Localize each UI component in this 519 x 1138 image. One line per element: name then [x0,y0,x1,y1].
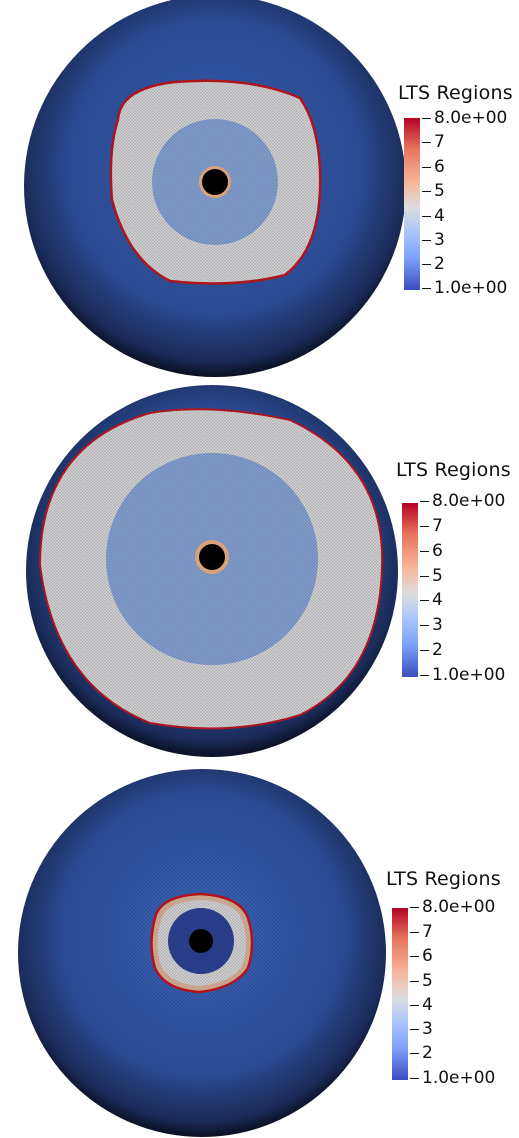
legend-tick: 7 [422,134,445,151]
legend-max-label: 8.0e+00 [422,110,507,127]
legend-max-label: 8.0e+00 [420,493,505,510]
legend-color-bar [404,118,420,290]
legend-min-label: 1.0e+00 [410,1070,495,1087]
color-legend: LTS Regions 8.0e+00 7 6 5 4 3 2 1.0e+00 [386,868,519,1087]
legend-tick: 5 [422,183,445,200]
panel-3: LTS Regions 8.0e+00 7 6 5 4 3 2 1.0e+00 [0,768,519,1138]
panel-2: LTS Regions 8.0e+00 7 6 5 4 3 2 1.0e+00 [0,385,519,763]
legend-title: LTS Regions [398,82,513,104]
legend-tick: 6 [420,543,443,560]
core-hole [202,169,228,195]
legend-tick: 7 [420,518,443,535]
legend-color-bar [392,908,408,1080]
legend-max-label: 8.0e+00 [410,899,495,916]
legend-tick: 3 [422,232,445,249]
core-hole [199,544,225,570]
legend-tick: 5 [410,973,433,990]
legend-tick: 2 [420,642,443,659]
legend-tick: 3 [410,1021,433,1038]
panel-1: LTS Regions 8.0e+00 7 6 5 4 3 2 1.0e+00 [0,0,519,378]
legend-color-bar [402,503,418,677]
sphere-mesh-render [18,769,386,1137]
legend-tick: 4 [420,592,443,609]
legend-title: LTS Regions [386,868,501,890]
color-legend: LTS Regions 8.0e+00 7 6 5 4 3 2 1.0e+00 [396,459,519,684]
core-hole [189,929,213,953]
sphere-mesh-render [24,0,406,377]
legend-tick: 5 [420,568,443,585]
legend-tick: 4 [422,208,445,225]
color-legend: LTS Regions 8.0e+00 7 6 5 4 3 2 1.0e+00 [398,82,519,297]
legend-tick: 6 [410,948,433,965]
legend-tick: 7 [410,924,433,941]
legend-tick: 2 [422,256,445,273]
legend-min-label: 1.0e+00 [420,667,505,684]
legend-tick: 2 [410,1045,433,1062]
legend-tick: 3 [420,617,443,634]
sphere-mesh-render [26,385,398,757]
legend-tick: 4 [410,997,433,1014]
legend-title: LTS Regions [396,459,511,481]
legend-min-label: 1.0e+00 [422,280,507,297]
legend-tick: 6 [422,159,445,176]
